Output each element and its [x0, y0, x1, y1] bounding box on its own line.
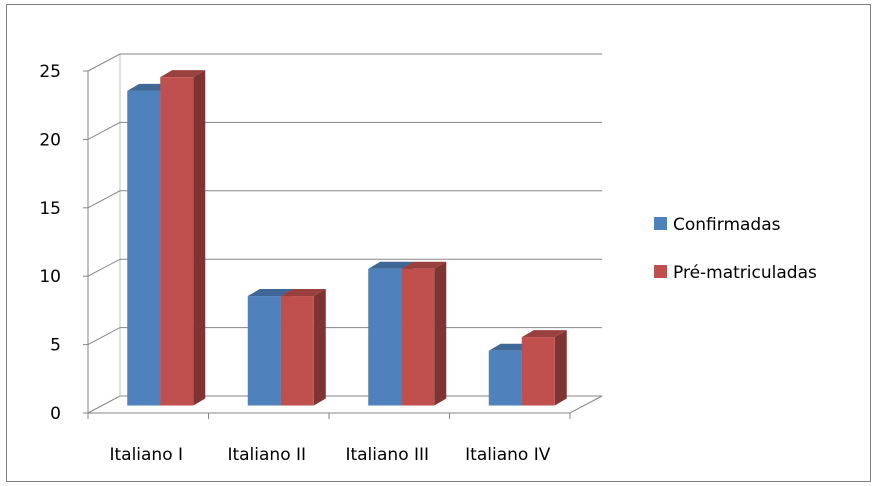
gridline [87, 190, 602, 209]
bar-top [247, 289, 293, 297]
gridlines [87, 53, 602, 346]
y-tick-label: 0 [50, 404, 61, 424]
y-tick-label: 10 [39, 267, 61, 287]
bar [401, 261, 447, 406]
bar-front [368, 268, 402, 406]
bar-front [280, 296, 314, 406]
bar-top [521, 330, 567, 338]
bars [127, 70, 567, 406]
y-tick-label: 15 [39, 199, 61, 219]
bar-side [434, 261, 447, 406]
bar-front [127, 90, 161, 406]
x-tick-label: Italiano IV [465, 445, 551, 465]
bar-front [160, 77, 194, 406]
x-tick-label: Italiano II [227, 445, 306, 465]
bar-front [521, 337, 555, 406]
legend-label: Pré-matriculadas [673, 263, 817, 283]
bar-top [280, 289, 326, 297]
x-axis-ticks: Italiano I Italiano II Italiano III Italian… [87, 413, 571, 465]
bar [521, 330, 567, 406]
chart-walls [87, 54, 603, 414]
gridline [87, 121, 602, 140]
bar-front [401, 268, 435, 406]
bar-top [368, 261, 414, 269]
y-axis-ticks: 0 5 10 15 20 25 [39, 62, 88, 424]
bar-top [401, 261, 447, 269]
legend-swatch [654, 217, 667, 230]
legend: Confirmadas Pré-matriculadas [654, 215, 817, 283]
legend-label: Confirmadas [673, 215, 781, 235]
floor [87, 395, 603, 414]
bar-front [488, 350, 522, 406]
bar [160, 70, 206, 406]
bar [280, 289, 326, 406]
y-tick-label: 5 [50, 336, 61, 356]
y-tick-label: 25 [39, 62, 61, 82]
bar-side [313, 289, 326, 406]
legend-item: Pré-matriculadas [654, 263, 817, 283]
bar-top [160, 70, 206, 78]
bar-side [554, 330, 567, 406]
y-tick-label: 20 [39, 130, 61, 150]
bar-front [247, 296, 281, 406]
gridline [87, 258, 602, 277]
bar-side [193, 70, 206, 406]
x-tick-label: Italiano III [345, 445, 429, 465]
legend-item: Confirmadas [654, 215, 781, 235]
x-tick-label: Italiano I [109, 445, 183, 465]
legend-swatch [654, 265, 667, 278]
gridline [87, 53, 602, 72]
